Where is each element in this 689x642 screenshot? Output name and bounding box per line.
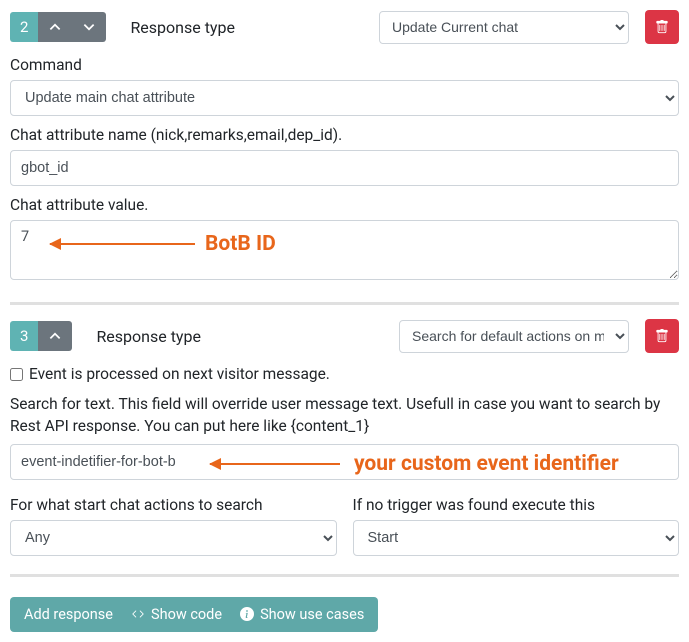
- chevron-up-icon: [48, 329, 62, 343]
- two-col-row: For what start chat actions to search An…: [10, 490, 679, 556]
- command-label: Command: [10, 56, 679, 74]
- no-trigger-label: If no trigger was found execute this: [353, 496, 680, 514]
- chat-attr-value-label: Chat attribute value.: [10, 196, 679, 214]
- response-type-label: Response type: [96, 327, 201, 346]
- search-text-input[interactable]: [10, 444, 679, 480]
- command-select[interactable]: Update main chat attribute: [10, 80, 679, 116]
- chat-attr-value-wrap: 7 BotB ID: [10, 220, 679, 284]
- trash-icon: [655, 329, 669, 343]
- trash-icon: [655, 20, 669, 34]
- chat-attr-value-input[interactable]: 7: [10, 220, 679, 280]
- show-usecases-label: Show use cases: [260, 606, 364, 623]
- start-actions-select[interactable]: Any: [10, 520, 337, 556]
- response-type-select[interactable]: Update Current chat: [379, 11, 629, 44]
- move-down-button[interactable]: [72, 12, 106, 42]
- bottom-action-bar: Add response Show code Show use cases: [10, 597, 378, 632]
- response-type-label: Response type: [130, 18, 235, 37]
- chat-attr-name-label: Chat attribute name (nick,remarks,email,…: [10, 126, 679, 144]
- code-icon: [131, 607, 145, 621]
- section-3-reorder: [38, 321, 72, 351]
- move-up-button[interactable]: [38, 12, 72, 42]
- show-usecases-button[interactable]: Show use cases: [240, 606, 364, 623]
- show-code-button[interactable]: Show code: [131, 606, 222, 623]
- chat-attr-name-input[interactable]: [10, 150, 679, 186]
- info-icon: [240, 607, 254, 621]
- section-3-number: 3: [10, 321, 38, 351]
- event-processed-checkbox[interactable]: [10, 368, 23, 381]
- start-actions-label: For what start chat actions to search: [10, 496, 337, 514]
- event-processed-label: Event is processed on next visitor messa…: [29, 365, 330, 383]
- section-2-badge-group: 2: [10, 12, 106, 42]
- delete-button[interactable]: [645, 10, 679, 44]
- search-text-wrap: your custom event identifier: [10, 444, 679, 480]
- chevron-up-icon: [48, 20, 62, 34]
- divider: [10, 302, 679, 305]
- add-response-label: Add response: [24, 606, 113, 623]
- add-response-button[interactable]: Add response: [24, 606, 113, 623]
- response-type-select[interactable]: Search for default actions on me: [399, 320, 629, 353]
- section-2-number: 2: [10, 12, 38, 42]
- section-2-header: 2 Response type Update Current chat: [10, 10, 679, 44]
- event-processed-row: Event is processed on next visitor messa…: [10, 365, 679, 383]
- search-text-label: Search for text. This field will overrid…: [10, 393, 679, 438]
- move-up-button[interactable]: [38, 321, 72, 351]
- divider: [10, 574, 679, 577]
- section-3-header: 3 Response type Search for default actio…: [10, 319, 679, 353]
- chevron-down-icon: [82, 20, 96, 34]
- section-2-reorder: [38, 12, 106, 42]
- delete-button[interactable]: [645, 319, 679, 353]
- section-3-badge-group: 3: [10, 321, 72, 351]
- show-code-label: Show code: [151, 606, 222, 623]
- no-trigger-select[interactable]: Start: [353, 520, 680, 556]
